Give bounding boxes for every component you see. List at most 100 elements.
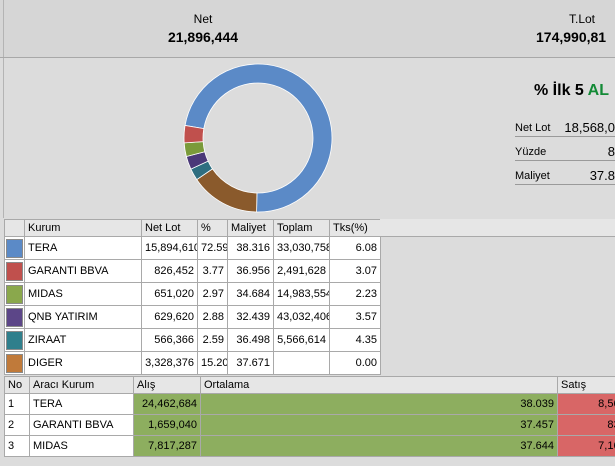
araci-kurum-cell: TERA bbox=[29, 393, 134, 415]
stat-value: 18,568,0 bbox=[564, 120, 615, 135]
maliyet-cell: 34.684 bbox=[227, 282, 274, 306]
percent-cell: 2.97 bbox=[197, 282, 228, 306]
kurum-cell: DIGER bbox=[24, 351, 142, 375]
kurum-table-header: Kurum Net Lot % Maliyet Toplam Tks(%) bbox=[4, 219, 381, 237]
tks-cell: 4.35 bbox=[329, 328, 381, 352]
araci-kurum-cell: MIDAS bbox=[29, 435, 134, 457]
stat-row-yuzde: Yüzde 8 bbox=[515, 140, 615, 161]
toplam-cell: 5,566,614 bbox=[273, 328, 330, 352]
top5-title: % İlk 5 AL bbox=[534, 82, 609, 100]
percent-cell: 2.88 bbox=[197, 305, 228, 329]
color-column-header[interactable] bbox=[4, 219, 25, 237]
stat-row-net-lot: Net Lot 18,568,0 bbox=[515, 116, 615, 137]
satis-cell: 7,166,26 bbox=[557, 435, 615, 457]
tlot-label: T.Lot bbox=[568, 12, 595, 26]
color-swatch bbox=[6, 330, 23, 350]
donut-slice-diger[interactable] bbox=[196, 168, 258, 213]
percent-cell: 2.59 bbox=[197, 328, 228, 352]
no-cell: 3 bbox=[4, 435, 30, 457]
alis-cell: 1,659,040 bbox=[133, 414, 201, 436]
net-value: 21,896,444 bbox=[167, 29, 239, 45]
table-row[interactable]: MIDAS 651,020 2.97 34.684 14,983,554 2.23 bbox=[4, 282, 381, 306]
table-row[interactable]: GARANTI BBVA 826,452 3.77 36.956 2,491,628 3.… bbox=[4, 259, 381, 283]
maliyet-cell: 32.439 bbox=[227, 305, 274, 329]
satis-cell: 8,568,07 bbox=[557, 393, 615, 415]
donut-slice-garanti-bbva[interactable] bbox=[183, 124, 205, 144]
maliyet-column-header[interactable]: Maliyet bbox=[227, 219, 274, 237]
net-lot-column-header[interactable]: Net Lot bbox=[141, 219, 198, 237]
kurum-table: Kurum Net Lot % Maliyet Toplam Tks(%) TE… bbox=[4, 219, 381, 375]
color-swatch-cell bbox=[4, 259, 25, 283]
kurum-cell: QNB YATIRIM bbox=[24, 305, 142, 329]
donut-slice-tera[interactable] bbox=[184, 63, 333, 213]
color-swatch bbox=[6, 353, 23, 373]
stat-value: 8 bbox=[607, 144, 615, 159]
distribution-donut-chart bbox=[183, 63, 333, 213]
color-swatch-cell bbox=[4, 328, 25, 352]
color-swatch bbox=[6, 284, 23, 304]
kurum-cell: TERA bbox=[24, 236, 142, 260]
net-label: Net bbox=[193, 12, 213, 26]
stat-label: Yüzde bbox=[515, 146, 547, 158]
araci-kurum-table: No Aracı Kurum Alış Ortalama Satış 1 TERA… bbox=[4, 376, 615, 457]
percent-cell: 72.59 bbox=[197, 236, 228, 260]
ortalama-cell: 37.457 bbox=[200, 414, 558, 436]
no-column-header[interactable]: No bbox=[4, 376, 30, 394]
tks-cell: 3.07 bbox=[329, 259, 381, 283]
percent-cell: 3.77 bbox=[197, 259, 228, 283]
net-lot-cell: 15,894,610 bbox=[141, 236, 198, 260]
table-row[interactable]: DIGER 3,328,376 15.20 37.671 0.00 bbox=[4, 351, 381, 375]
no-cell: 2 bbox=[4, 414, 30, 436]
net-lot-cell: 826,452 bbox=[141, 259, 198, 283]
net-lot-cell: 3,328,376 bbox=[141, 351, 198, 375]
no-cell: 1 bbox=[4, 393, 30, 415]
tks-cell: 0.00 bbox=[329, 351, 381, 375]
toplam-cell: 2,491,628 bbox=[273, 259, 330, 283]
ortalama-column-header[interactable]: Ortalama bbox=[200, 376, 558, 394]
percent-cell: 15.20 bbox=[197, 351, 228, 375]
ortalama-cell: 38.039 bbox=[200, 393, 558, 415]
toplam-column-header[interactable]: Toplam bbox=[273, 219, 330, 237]
kurum-column-header[interactable]: Kurum bbox=[24, 219, 142, 237]
table-row[interactable]: TERA 15,894,610 72.59 38.316 33,030,758 6.08 bbox=[4, 236, 381, 260]
color-swatch-cell bbox=[4, 305, 25, 329]
table-row[interactable]: QNB YATIRIM 629,620 2.88 32.439 43,032,406 3.… bbox=[4, 305, 381, 329]
top5-title-suffix: AL bbox=[587, 82, 609, 99]
alis-cell: 24,462,684 bbox=[133, 393, 201, 415]
percent-column-header[interactable]: % bbox=[197, 219, 228, 237]
araci-kurum-cell: GARANTI BBVA bbox=[29, 414, 134, 436]
alis-column-header[interactable]: Alış bbox=[133, 376, 201, 394]
tks-column-header[interactable]: Tks(%) bbox=[329, 219, 381, 237]
chart-area: % İlk 5 AL Net Lot 18,568,0 Yüzde 8 Mali… bbox=[0, 58, 615, 218]
maliyet-cell: 38.316 bbox=[227, 236, 274, 260]
araci-kurum-column-header[interactable]: Aracı Kurum bbox=[29, 376, 134, 394]
toplam-cell: 43,032,406 bbox=[273, 305, 330, 329]
net-lot-cell: 566,366 bbox=[141, 328, 198, 352]
satis-column-header[interactable]: Satış bbox=[557, 376, 615, 394]
color-swatch-cell bbox=[4, 351, 25, 375]
color-swatch bbox=[6, 261, 23, 281]
table-row[interactable]: ZIRAAT 566,366 2.59 36.498 5,566,614 4.35 bbox=[4, 328, 381, 352]
stat-label: Net Lot bbox=[515, 122, 551, 134]
tlot-value: 174,990,81 bbox=[536, 29, 607, 45]
color-swatch bbox=[6, 307, 23, 327]
tks-cell: 2.23 bbox=[329, 282, 381, 306]
summary-strip: Net 21,896,444 T.Lot 174,990,81 bbox=[0, 0, 615, 58]
toplam-cell bbox=[273, 351, 330, 375]
maliyet-cell: 36.498 bbox=[227, 328, 274, 352]
stat-value: 37.8 bbox=[589, 168, 615, 183]
stat-row-maliyet: Maliyet 37.8 bbox=[515, 164, 615, 185]
kurum-cell: ZIRAAT bbox=[24, 328, 142, 352]
color-swatch-cell bbox=[4, 236, 25, 260]
tks-cell: 6.08 bbox=[329, 236, 381, 260]
toplam-cell: 33,030,758 bbox=[273, 236, 330, 260]
stat-label: Maliyet bbox=[515, 170, 550, 182]
kurum-cell: MIDAS bbox=[24, 282, 142, 306]
maliyet-cell: 37.671 bbox=[227, 351, 274, 375]
color-swatch-cell bbox=[4, 282, 25, 306]
ortalama-cell: 37.644 bbox=[200, 435, 558, 457]
kurum-table-header-filler bbox=[380, 219, 615, 237]
